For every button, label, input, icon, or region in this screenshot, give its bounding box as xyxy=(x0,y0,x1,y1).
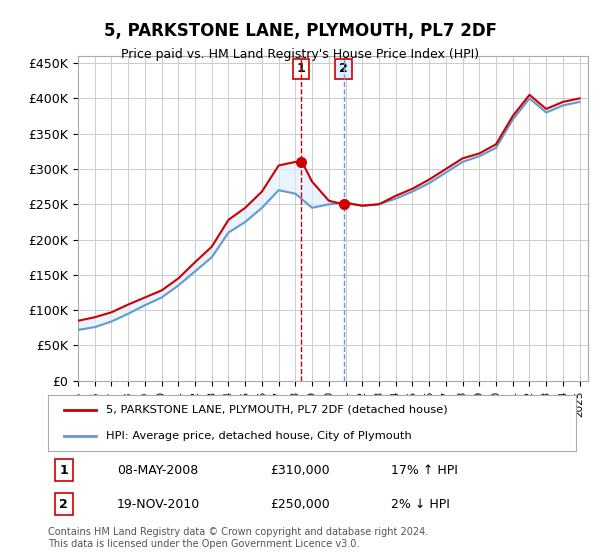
Text: £310,000: £310,000 xyxy=(270,464,329,477)
Text: Price paid vs. HM Land Registry's House Price Index (HPI): Price paid vs. HM Land Registry's House … xyxy=(121,48,479,60)
Text: 2: 2 xyxy=(59,498,68,511)
Text: 17% ↑ HPI: 17% ↑ HPI xyxy=(391,464,458,477)
Text: 1: 1 xyxy=(59,464,68,477)
Text: Contains HM Land Registry data © Crown copyright and database right 2024.
This d: Contains HM Land Registry data © Crown c… xyxy=(48,527,428,549)
Text: 5, PARKSTONE LANE, PLYMOUTH, PL7 2DF: 5, PARKSTONE LANE, PLYMOUTH, PL7 2DF xyxy=(104,22,497,40)
Text: 19-NOV-2010: 19-NOV-2010 xyxy=(116,498,200,511)
Text: 2: 2 xyxy=(339,63,348,76)
Text: 5, PARKSTONE LANE, PLYMOUTH, PL7 2DF (detached house): 5, PARKSTONE LANE, PLYMOUTH, PL7 2DF (de… xyxy=(106,405,448,415)
Text: 2% ↓ HPI: 2% ↓ HPI xyxy=(391,498,450,511)
Text: £250,000: £250,000 xyxy=(270,498,329,511)
Text: 08-MAY-2008: 08-MAY-2008 xyxy=(116,464,198,477)
Text: 1: 1 xyxy=(297,63,305,76)
Text: HPI: Average price, detached house, City of Plymouth: HPI: Average price, detached house, City… xyxy=(106,431,412,441)
